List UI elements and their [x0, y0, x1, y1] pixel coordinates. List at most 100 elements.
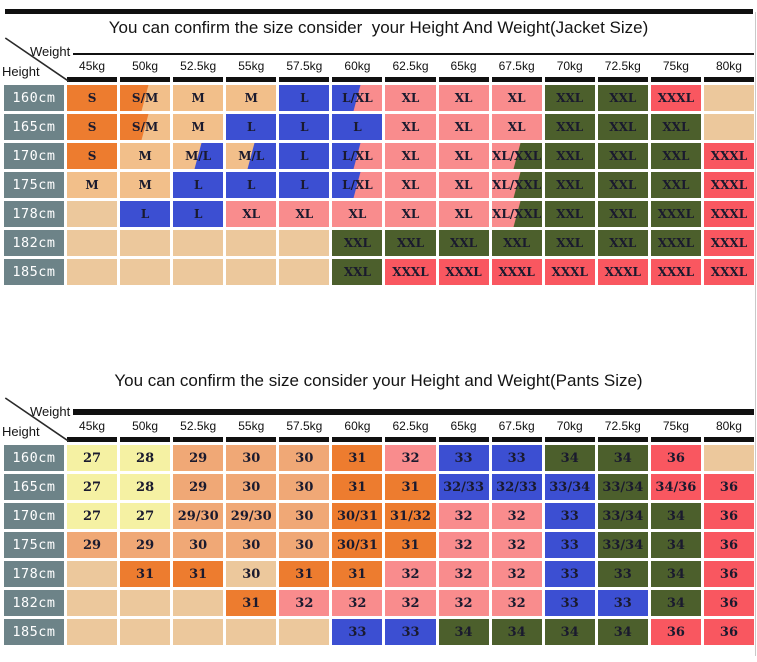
- size-cell: XXXL: [385, 259, 436, 285]
- size-cell: XXXL: [491, 259, 542, 285]
- size-cell: S: [67, 85, 118, 111]
- size-cell: XL/XXL: [491, 172, 542, 198]
- size-cell: L/XL: [332, 85, 383, 111]
- size-cell: L: [279, 85, 330, 111]
- size-cell: L: [332, 114, 383, 140]
- row-header-170cm: 170cm: [4, 143, 64, 169]
- size-cell: L: [226, 172, 277, 198]
- size-cell: 36: [650, 619, 701, 645]
- size-cell: 32: [279, 590, 330, 616]
- size-cell: XXXL: [544, 259, 595, 285]
- size-cell: XXL: [597, 114, 648, 140]
- size-cell: 33/34: [597, 532, 648, 558]
- size-cell: 30: [226, 561, 277, 587]
- size-cell: 30: [226, 445, 277, 471]
- col-header-55kg: 55kg: [226, 59, 277, 82]
- size-cell: 27: [67, 445, 118, 471]
- size-cell: [120, 230, 171, 256]
- size-cell: XXL: [544, 201, 595, 227]
- size-cell: XL: [385, 85, 436, 111]
- right-edge-line: [755, 12, 756, 656]
- size-cell: M/L: [173, 143, 224, 169]
- size-cell: XXL: [544, 143, 595, 169]
- row-header-185cm: 185cm: [4, 619, 64, 645]
- table-row: 175cm M M L L L L/XL XL XL XL/XXL XXL XXL XXL XXXL: [4, 172, 754, 198]
- size-cell: 28: [120, 474, 171, 500]
- row-header-165cm: 165cm: [4, 474, 64, 500]
- table-row: 178cm 31 31 30 31 31 32 32 32 33 33 34 36: [4, 561, 754, 587]
- size-cell: XL: [438, 172, 489, 198]
- row-header-170cm: 170cm: [4, 503, 64, 529]
- size-cell: 34: [650, 532, 701, 558]
- size-cell: XL: [385, 143, 436, 169]
- size-cell: 27: [67, 503, 118, 529]
- size-cell: 31: [173, 561, 224, 587]
- size-cell: 32: [491, 590, 542, 616]
- size-cell: 34/36: [650, 474, 701, 500]
- size-cell: 32: [332, 590, 383, 616]
- size-cell: M: [173, 85, 224, 111]
- size-cell: XXXL: [703, 201, 754, 227]
- pants-size-section: You can confirm the size consider your H…: [0, 369, 757, 648]
- size-cell: XL/XXL: [491, 201, 542, 227]
- size-cell: 27: [120, 503, 171, 529]
- size-cell: XXXL: [703, 143, 754, 169]
- weight-rule-line: [73, 409, 754, 415]
- size-cell: 36: [650, 445, 701, 471]
- table-row: 170cm 27 27 29/30 29/30 30 30/31 31/32 32 32 33 33/…: [4, 503, 754, 529]
- table-row: 175cm 29 29 30 30 30 30/31 31 32 32 33 33/34 34 36: [4, 532, 754, 558]
- size-cell: [67, 619, 118, 645]
- size-cell: L/XL: [332, 143, 383, 169]
- jacket-size-section: You can confirm the size consider your H…: [0, 16, 757, 288]
- size-cell: [120, 590, 171, 616]
- size-cell: XXL: [385, 230, 436, 256]
- size-cell: 33: [544, 561, 595, 587]
- height-axis-label: Height: [2, 424, 40, 439]
- size-cell: 36: [703, 474, 754, 500]
- row-header-175cm: 175cm: [4, 172, 64, 198]
- size-cell: XL: [438, 114, 489, 140]
- col-header-65kg: 65kg: [438, 419, 489, 442]
- size-cell: M: [67, 172, 118, 198]
- size-cell: [703, 445, 754, 471]
- size-cell: 33: [491, 445, 542, 471]
- size-cell: [173, 619, 224, 645]
- size-cell: 33: [597, 590, 648, 616]
- size-cell: 34: [650, 503, 701, 529]
- table-row: 160cm 27 28 29 30 30 31 32 33 33 34 34 36: [4, 445, 754, 471]
- size-cell: XL: [332, 201, 383, 227]
- table-row: 160cm S S/M M M L L/XL XL XL XL XXL XXL XXXL: [4, 85, 754, 111]
- size-cell: 30: [173, 532, 224, 558]
- col-header-75kg: 75kg: [650, 419, 701, 442]
- size-cell: 30: [279, 445, 330, 471]
- size-cell: 32: [438, 532, 489, 558]
- size-cell: XL: [438, 85, 489, 111]
- size-cell: XXL: [650, 172, 701, 198]
- size-cell: XXL: [597, 172, 648, 198]
- size-cell: XXL: [544, 172, 595, 198]
- size-cell: XL/XXL: [491, 143, 542, 169]
- size-cell: 30: [226, 474, 277, 500]
- size-cell: 34: [491, 619, 542, 645]
- height-axis-label: Height: [2, 64, 40, 79]
- jacket-title: You can confirm the size consider your H…: [108, 18, 649, 37]
- size-cell: S: [67, 114, 118, 140]
- size-cell: 31: [385, 474, 436, 500]
- size-cell: 30: [279, 503, 330, 529]
- size-cell: [226, 259, 277, 285]
- table-row: 185cm XXL XXXL XXXL XXXL XXXL XXXL XXXL XXXL: [4, 259, 754, 285]
- size-cell: XXL: [597, 201, 648, 227]
- size-cell: S/M: [120, 114, 171, 140]
- size-cell: XXL: [650, 114, 701, 140]
- size-cell: XXXL: [703, 259, 754, 285]
- size-cell: 33: [332, 619, 383, 645]
- size-cell: 30: [226, 532, 277, 558]
- size-cell: XXL: [597, 230, 648, 256]
- size-cell: M/L: [226, 143, 277, 169]
- size-cell: M: [173, 114, 224, 140]
- size-cell: XXXL: [650, 259, 701, 285]
- size-cell: 28: [120, 445, 171, 471]
- size-cell: [67, 201, 118, 227]
- col-header-60kg: 60kg: [332, 59, 383, 82]
